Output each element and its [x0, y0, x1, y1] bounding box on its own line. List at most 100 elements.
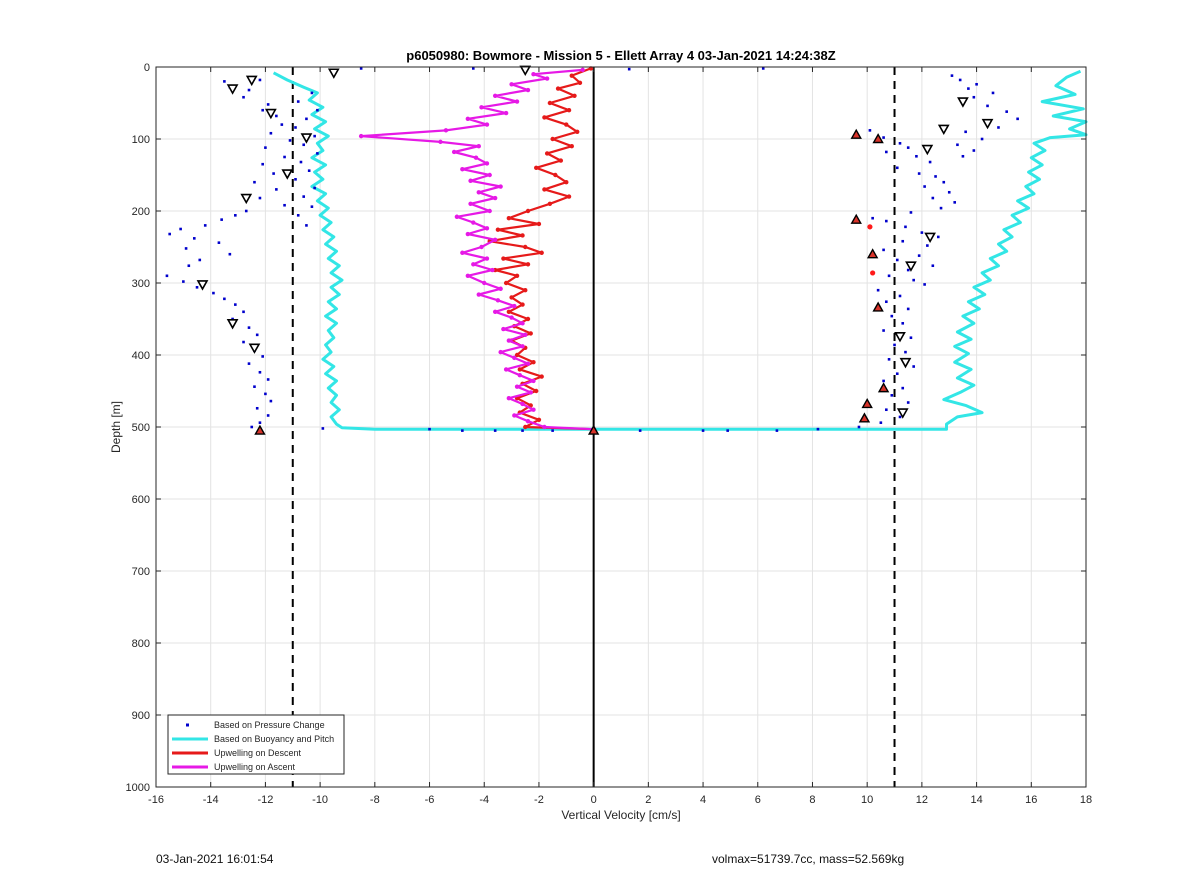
down-triangle-marker	[248, 343, 261, 354]
pressure-point	[890, 314, 894, 318]
pressure-point	[920, 231, 924, 234]
pressure-point	[280, 123, 284, 126]
x-tick-label: -4	[479, 794, 489, 806]
pressure-point	[242, 310, 245, 314]
pressure-point	[283, 155, 286, 159]
pressure-point	[184, 247, 188, 250]
pressure-point	[217, 241, 221, 244]
series-marker	[520, 321, 525, 326]
pressure-point	[909, 336, 913, 340]
series-marker	[512, 413, 517, 418]
pressure-point	[931, 196, 935, 200]
pressure-point	[321, 427, 325, 430]
pressure-point	[926, 244, 929, 247]
series-marker	[555, 86, 561, 91]
pressure-point	[266, 103, 270, 106]
series-marker	[479, 105, 484, 110]
pressure-point	[895, 166, 899, 170]
x-axis-label: Vertical Velocity [cm/s]	[561, 808, 680, 822]
up-triangle-marker	[254, 424, 266, 435]
pressure-point	[247, 326, 251, 329]
pressure-point	[895, 258, 899, 262]
series-marker	[503, 110, 509, 116]
series-marker	[484, 226, 490, 231]
up-triangle-marker	[877, 382, 890, 393]
pressure-point	[316, 152, 319, 155]
pressure-point	[953, 201, 957, 204]
red-dot-marker	[867, 224, 873, 230]
series-marker	[492, 93, 498, 99]
pressure-point	[950, 74, 954, 77]
series-marker	[468, 201, 473, 206]
series-marker	[465, 116, 471, 122]
x-tick-label: -6	[425, 794, 435, 806]
legend-entry: Based on Pressure Change	[186, 720, 325, 730]
pressure-point	[302, 143, 306, 147]
pressure-point	[294, 178, 297, 181]
pressure-point	[701, 429, 705, 432]
pressure-point	[302, 195, 306, 198]
down-triangle-marker	[226, 84, 239, 95]
down-triangle-marker	[245, 75, 258, 87]
series-marker	[509, 295, 514, 300]
series-marker	[503, 367, 509, 372]
down-triangle-marker	[300, 133, 313, 144]
pressure-point	[991, 91, 995, 95]
pressure-point	[261, 108, 264, 112]
pressure-point	[220, 218, 223, 221]
legend-entry: Based on Buoyancy and Pitch	[172, 734, 334, 744]
pressure-point	[258, 196, 262, 200]
y-tick-label: 600	[132, 494, 150, 506]
series-marker	[534, 388, 539, 394]
pressure-point	[964, 130, 967, 134]
pressure-point	[923, 283, 926, 286]
pressure-point	[1005, 110, 1008, 113]
x-tick-label: -2	[534, 794, 544, 806]
pressure-point	[551, 429, 554, 432]
x-tick-label: 16	[1025, 794, 1037, 806]
series-marker	[512, 355, 517, 361]
up-triangle-marker	[866, 248, 879, 259]
pressure-point	[203, 224, 207, 227]
pressure-point	[936, 235, 940, 239]
pressure-point	[234, 214, 237, 217]
pressure-point	[638, 429, 642, 432]
series-marker	[569, 144, 574, 149]
x-tick-label: 4	[700, 794, 706, 806]
pressure-point	[917, 172, 921, 175]
y-tick-label: 300	[132, 278, 150, 290]
pressure-point	[906, 401, 910, 404]
pressure-point	[521, 429, 524, 432]
series-marker	[525, 87, 531, 93]
pressure-point	[234, 303, 237, 306]
red-dot-marker	[870, 270, 876, 276]
pressure-point	[882, 329, 885, 332]
pressure-point	[882, 248, 885, 252]
pressure-point	[980, 137, 984, 141]
pressure-point	[231, 317, 234, 321]
series-marker	[484, 122, 490, 127]
pressure-point	[195, 286, 199, 289]
series-marker	[577, 80, 583, 86]
down-triangle-marker	[924, 232, 936, 244]
pressure-point	[904, 225, 907, 229]
series-marker	[525, 419, 531, 424]
series-marker	[575, 129, 580, 134]
legend-entry: Upwelling on Descent	[172, 748, 302, 758]
series-line	[488, 67, 594, 431]
series-marker	[495, 227, 501, 232]
marker-group	[196, 65, 994, 435]
series-marker	[471, 220, 476, 225]
pressure-point	[893, 343, 896, 347]
down-triangle-marker	[905, 261, 917, 272]
series-marker	[501, 256, 506, 261]
pressure-point	[901, 322, 905, 325]
pressure-point	[244, 209, 248, 213]
pressure-point	[264, 146, 267, 149]
series-marker	[544, 76, 550, 81]
pressure-point	[972, 95, 976, 99]
series-marker	[569, 73, 574, 78]
y-tick-label: 700	[132, 566, 150, 578]
pressure-point	[316, 108, 319, 112]
